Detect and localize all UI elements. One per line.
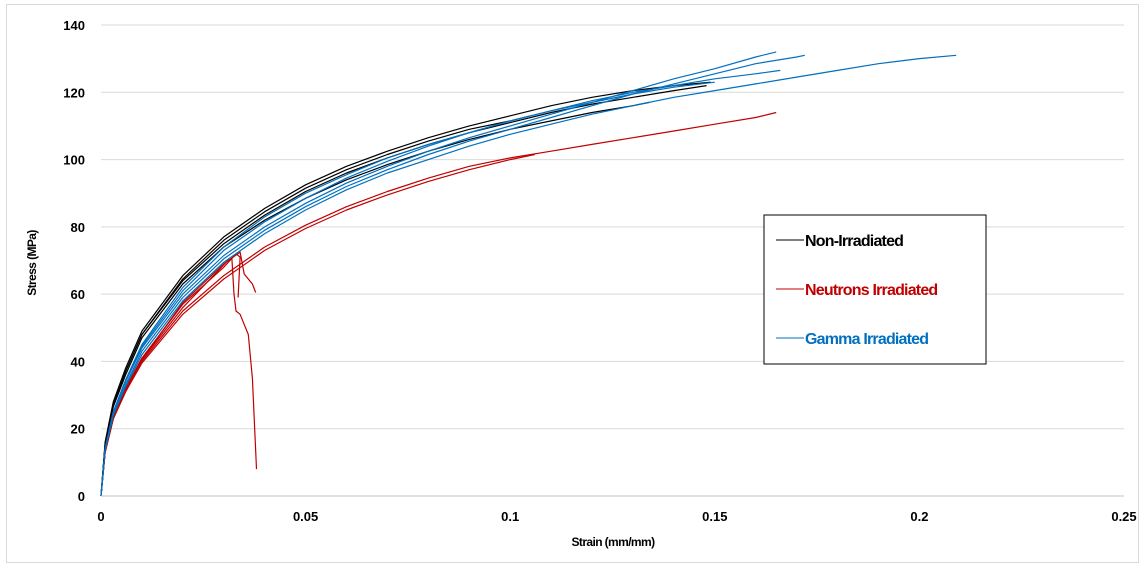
series-line-non-irradiated-0 bbox=[100, 85, 707, 497]
legend-label-non-irradiated: Non-Irradiated bbox=[805, 233, 903, 250]
series-line-non-irradiated-2 bbox=[100, 101, 650, 497]
chart-frame bbox=[6, 4, 1139, 563]
y-tick-label: 80 bbox=[71, 220, 85, 235]
y-tick-label: 0 bbox=[78, 489, 85, 504]
series-line-neutrons-irradiated-6 bbox=[100, 253, 241, 497]
x-tick-label: 0.15 bbox=[702, 509, 727, 524]
x-tick-label: 0 bbox=[97, 509, 104, 524]
y-tick-label: 60 bbox=[71, 287, 85, 302]
y-tick-label: 20 bbox=[71, 422, 85, 437]
x-tick-label: 0.05 bbox=[293, 509, 318, 524]
legend-label-neutrons-irradiated: Neutrons Irradiated bbox=[805, 282, 937, 299]
y-axis-title: Stress (MPa) bbox=[25, 230, 39, 296]
series-line-gamma-irradiated-13 bbox=[100, 81, 715, 497]
series-line-neutrons-irradiated-8 bbox=[100, 251, 257, 497]
series-lines bbox=[100, 51, 957, 497]
y-tick-label: 40 bbox=[71, 354, 85, 369]
series-line-gamma-irradiated-11 bbox=[100, 54, 957, 497]
y-tick-label: 140 bbox=[63, 18, 85, 33]
series-line-gamma-irradiated-12 bbox=[100, 69, 781, 497]
x-axis-title: Strain (mm/mm) bbox=[572, 535, 656, 549]
series-line-gamma-irradiated-9 bbox=[100, 51, 777, 497]
series-line-gamma-irradiated-10 bbox=[100, 54, 805, 497]
x-tick-label: 0.1 bbox=[501, 509, 519, 524]
y-tick-label: 120 bbox=[63, 85, 85, 100]
series-line-non-irradiated-1 bbox=[100, 81, 711, 497]
y-tick-label: 100 bbox=[63, 153, 85, 168]
x-tick-label: 0.25 bbox=[1111, 509, 1136, 524]
legend: Non-Irradiated Neutrons Irradiated Gamma… bbox=[763, 214, 987, 365]
tick-labels: 0 20 40 60 80 100 120 140 0 0.05 0.1 0.15 0.2 0.25 bbox=[63, 18, 1136, 524]
legend-label-gamma-irradiated: Gamma Irradiated bbox=[805, 331, 928, 348]
x-tick-label: 0.2 bbox=[910, 509, 928, 524]
series-line-non-irradiated-3 bbox=[100, 115, 531, 497]
series-line-neutrons-irradiated-5 bbox=[100, 111, 777, 497]
